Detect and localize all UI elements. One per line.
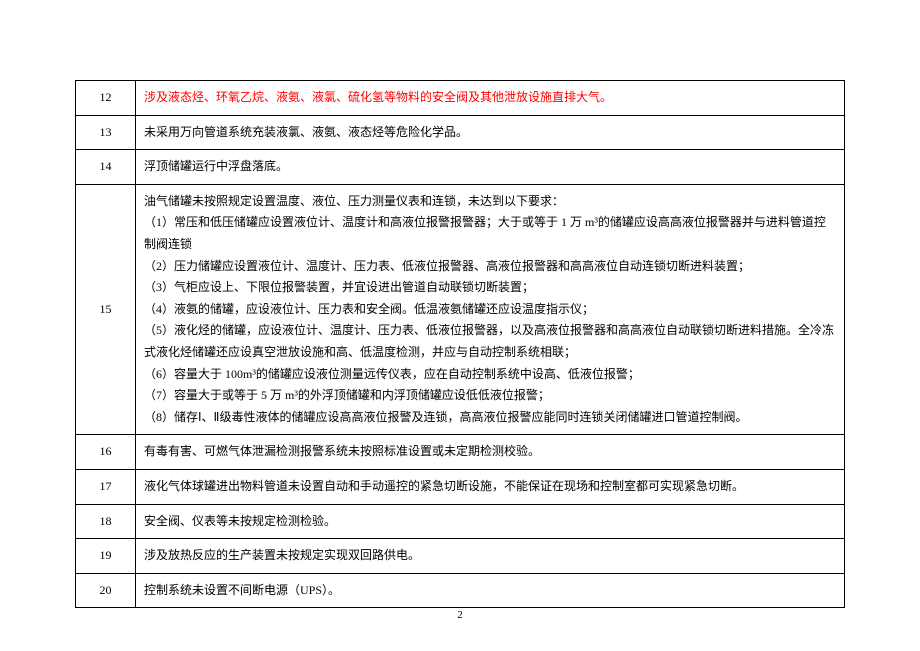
row-content: 有毒有害、可燃气体泄漏检测报警系统未按照标准设置或未定期检测校验。 [136, 435, 845, 470]
hazard-table: 12 涉及液态烃、环氧乙烷、液氨、液氯、硫化氢等物料的安全阀及其他泄放设施直排大… [75, 80, 845, 608]
row-line: （7）容量大于或等于 5 万 m³的外浮顶储罐和内浮顶储罐应设低低液位报警； [144, 385, 836, 407]
row-line: （1）常压和低压储罐应设置液位计、温度计和高液位报警报警器；大于或等于 1 万 … [144, 212, 836, 255]
row-content: 油气储罐未按照规定设置温度、液位、压力测量仪表和连锁，未达到以下要求： （1）常… [136, 184, 845, 435]
row-content: 安全阀、仪表等未按规定检测检验。 [136, 504, 845, 539]
table-row: 19 涉及放热反应的生产装置未按规定实现双回路供电。 [76, 539, 845, 574]
row-content: 浮顶储罐运行中浮盘落底。 [136, 150, 845, 185]
row-number: 13 [76, 115, 136, 150]
table-row: 17 液化气体球罐进出物料管道未设置自动和手动遥控的紧急切断设施，不能保证在现场… [76, 469, 845, 504]
row-content: 液化气体球罐进出物料管道未设置自动和手动遥控的紧急切断设施，不能保证在现场和控制… [136, 469, 845, 504]
row-number: 12 [76, 81, 136, 116]
row-line: （5）液化烃的储罐，应设液位计、温度计、压力表、低液位报警器，以及高液位报警器和… [144, 320, 836, 363]
row-number: 16 [76, 435, 136, 470]
table-row: 12 涉及液态烃、环氧乙烷、液氨、液氯、硫化氢等物料的安全阀及其他泄放设施直排大… [76, 81, 845, 116]
row-content: 涉及液态烃、环氧乙烷、液氨、液氯、硫化氢等物料的安全阀及其他泄放设施直排大气。 [136, 81, 845, 116]
table-row: 18 安全阀、仪表等未按规定检测检验。 [76, 504, 845, 539]
page-number: 2 [0, 609, 920, 621]
table-row: 13 未采用万向管道系统充装液氯、液氨、液态烃等危险化学品。 [76, 115, 845, 150]
row-number: 14 [76, 150, 136, 185]
row-line: （2）压力储罐应设置液位计、温度计、压力表、低液位报警器、高液位报警器和高高液位… [144, 256, 836, 278]
row-number: 18 [76, 504, 136, 539]
table-row: 14 浮顶储罐运行中浮盘落底。 [76, 150, 845, 185]
table-row: 15 油气储罐未按照规定设置温度、液位、压力测量仪表和连锁，未达到以下要求： （… [76, 184, 845, 435]
table-row: 20 控制系统未设置不间断电源（UPS）。 [76, 573, 845, 608]
row-line: （6）容量大于 100m³的储罐应设液位测量远传仪表，应在自动控制系统中设高、低… [144, 364, 836, 386]
table-row: 16 有毒有害、可燃气体泄漏检测报警系统未按照标准设置或未定期检测校验。 [76, 435, 845, 470]
row-line: （4）液氨的储罐，应设液位计、压力表和安全阀。低温液氨储罐还应设温度指示仪； [144, 299, 836, 321]
row-line: 油气储罐未按照规定设置温度、液位、压力测量仪表和连锁，未达到以下要求： [144, 191, 836, 213]
row-number: 19 [76, 539, 136, 574]
row-number: 20 [76, 573, 136, 608]
row-line: （8）储存Ⅰ、Ⅱ级毒性液体的储罐应设高高液位报警及连锁，高高液位报警应能同时连锁… [144, 407, 836, 429]
row-content: 控制系统未设置不间断电源（UPS）。 [136, 573, 845, 608]
row-line: （3）气柜应设上、下限位报警装置，并宜设进出管道自动联锁切断装置； [144, 277, 836, 299]
row-content: 未采用万向管道系统充装液氯、液氨、液态烃等危险化学品。 [136, 115, 845, 150]
row-content: 涉及放热反应的生产装置未按规定实现双回路供电。 [136, 539, 845, 574]
row-number: 15 [76, 184, 136, 435]
row-number: 17 [76, 469, 136, 504]
table-body: 12 涉及液态烃、环氧乙烷、液氨、液氯、硫化氢等物料的安全阀及其他泄放设施直排大… [76, 81, 845, 608]
